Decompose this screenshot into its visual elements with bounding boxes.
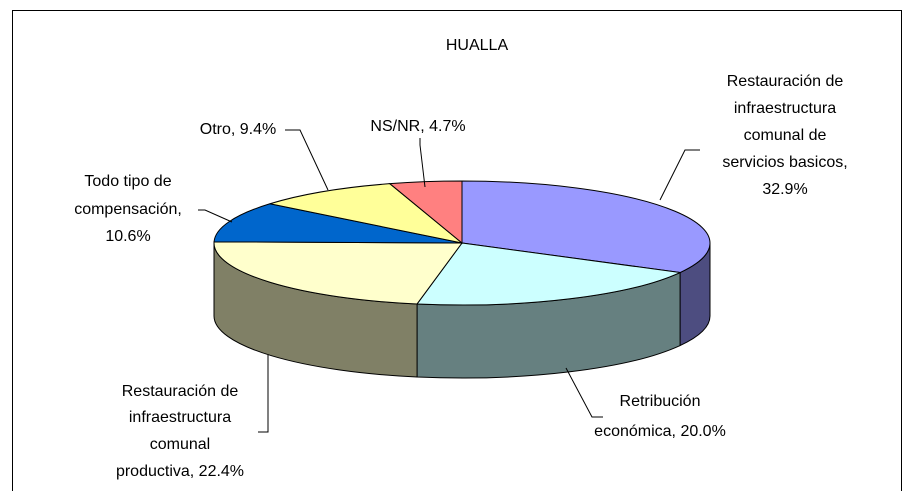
leader-line: [565, 367, 603, 418]
data-label: productiva, 22.4%: [116, 463, 244, 480]
leader-line: [659, 149, 700, 201]
data-label: Retribución: [620, 393, 701, 410]
data-label: Todo tipo de: [84, 173, 171, 190]
slice: [269, 183, 463, 244]
slice: [416, 242, 682, 306]
data-label: 10.6%: [105, 228, 150, 245]
data-label: 32.9%: [762, 181, 807, 198]
data-label: Restauración de: [727, 73, 844, 90]
slice: [388, 180, 463, 245]
data-label: NS/NR, 4.7%: [370, 118, 465, 135]
data-label: comunal de: [744, 127, 827, 144]
leader-line: [258, 355, 269, 433]
data-label: compensación,: [74, 201, 182, 218]
data-label: comunal: [150, 436, 210, 453]
slice: [213, 241, 463, 305]
slice: [213, 203, 463, 244]
leader-line: [285, 129, 329, 191]
leader-line: [419, 138, 426, 188]
data-label: infraestructura: [129, 409, 231, 426]
chart-title: HUALLA: [446, 37, 509, 54]
slice: [461, 180, 711, 274]
data-label: económica, 20.0%: [594, 423, 726, 440]
data-label: Restauración de: [122, 383, 239, 400]
data-label: servicios basicos,: [722, 154, 847, 171]
leader-line: [198, 209, 233, 223]
data-label: infraestructura: [734, 100, 836, 117]
data-label: Otro, 9.4%: [200, 121, 276, 138]
